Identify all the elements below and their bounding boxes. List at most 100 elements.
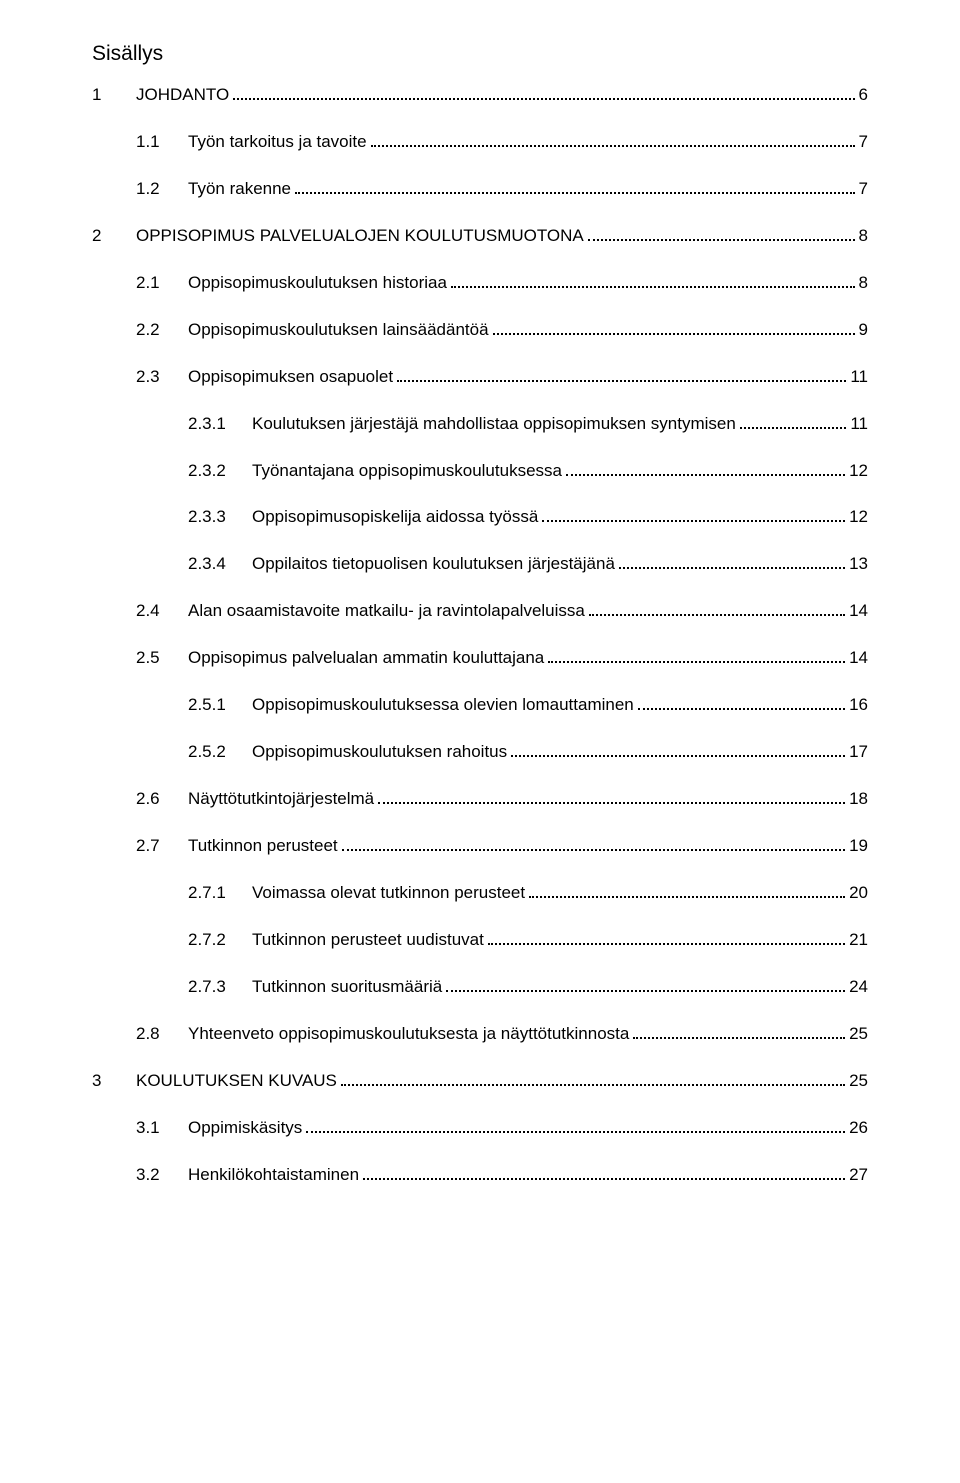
toc-entry: 1.1Työn tarkoitus ja tavoite7 [92, 131, 868, 154]
toc-entry-number: 2.7.3 [188, 976, 252, 999]
toc-entry-text: Tutkinnon suoritusmääriä [252, 976, 442, 999]
toc-entry: 2.3.4Oppilaitos tietopuolisen koulutukse… [92, 553, 868, 576]
toc-entry-number: 2.5 [136, 647, 188, 670]
toc-entry-page: 20 [849, 882, 868, 905]
toc-entry: 2OPPISOPIMUS PALVELUALOJEN KOULUTUSMUOTO… [92, 225, 868, 248]
toc-entry-text: KOULUTUKSEN KUVAUS [136, 1070, 337, 1093]
toc-leader [446, 977, 845, 991]
toc-entry: 3KOULUTUKSEN KUVAUS25 [92, 1070, 868, 1093]
toc-entry: 2.6Näyttötutkintojärjestelmä 18 [92, 788, 868, 811]
toc-entry-text: Henkilökohtaistaminen [188, 1164, 359, 1187]
toc-entry-text: Oppisopimuskoulutuksen rahoitus [252, 741, 507, 764]
toc-entry: 2.5.2Oppisopimuskoulutuksen rahoitus 17 [92, 741, 868, 764]
toc-leader [233, 86, 854, 100]
toc-entry: 2.3.1Koulutuksen järjestäjä mahdollistaa… [92, 413, 868, 436]
toc-leader [542, 508, 845, 522]
toc-entry-page: 26 [849, 1117, 868, 1140]
toc-leader [740, 414, 847, 428]
toc-leader [529, 884, 845, 898]
toc-entry-text: Oppisopimuksen osapuolet [188, 366, 393, 389]
toc-entry-text: Työn rakenne [188, 178, 291, 201]
toc-entry-page: 18 [849, 788, 868, 811]
toc-leader [341, 1071, 845, 1085]
toc-title: Sisällys [92, 42, 868, 66]
toc-entry: 1.2Työn rakenne 7 [92, 178, 868, 201]
toc-entry: 3.1Oppimiskäsitys26 [92, 1117, 868, 1140]
toc-entry-text: Työnantajana oppisopimuskoulutuksessa [252, 460, 562, 483]
toc-entry-text: Oppisopimuskoulutuksen historiaa [188, 272, 447, 295]
toc-entry-text: Tutkinnon perusteet [188, 835, 338, 858]
toc-entry-text: Oppisopimus palvelualan ammatin koulutta… [188, 647, 544, 670]
toc-entry: 2.7.2Tutkinnon perusteet uudistuvat21 [92, 929, 868, 952]
toc-entry-page: 12 [849, 460, 868, 483]
toc-entry: 2.3.2Työnantajana oppisopimuskoulutukses… [92, 460, 868, 483]
toc-leader [589, 602, 845, 616]
toc-entry-page: 8 [859, 225, 868, 248]
toc-entry-number: 2.3.2 [188, 460, 252, 483]
toc-entry: 2.4Alan osaamistavoite matkailu- ja ravi… [92, 600, 868, 623]
toc-leader [588, 226, 855, 240]
toc-leader [397, 367, 846, 381]
toc-leader [566, 461, 845, 475]
toc-entry-page: 7 [859, 178, 868, 201]
toc-entry-page: 25 [849, 1023, 868, 1046]
toc-entry: 2.3.3Oppisopimusopiskelija aidossa työss… [92, 506, 868, 529]
toc-entry: 2.7.3Tutkinnon suoritusmääriä 24 [92, 976, 868, 999]
toc-entry: 1JOHDANTO6 [92, 84, 868, 107]
toc-entry: 2.1Oppisopimuskoulutuksen historiaa 8 [92, 272, 868, 295]
toc-leader [371, 133, 855, 147]
toc-entry-number: 2.3.1 [188, 413, 252, 436]
toc-leader [493, 320, 855, 334]
toc-entry-page: 8 [859, 272, 868, 295]
toc-entry-text: JOHDANTO [136, 84, 229, 107]
toc-entry-text: Oppilaitos tietopuolisen koulutuksen jär… [252, 553, 615, 576]
toc-entry-page: 6 [859, 84, 868, 107]
toc-entry: 2.5Oppisopimus palvelualan ammatin koulu… [92, 647, 868, 670]
toc-entry-number: 2.5.2 [188, 741, 252, 764]
toc-entry-page: 13 [849, 553, 868, 576]
toc-leader [548, 649, 845, 663]
toc-leader [363, 1165, 845, 1179]
toc-entry-number: 3.2 [136, 1164, 188, 1187]
toc-entry-text: Tutkinnon perusteet uudistuvat [252, 929, 484, 952]
toc-entry-page: 7 [859, 131, 868, 154]
toc-entry: 3.2Henkilökohtaistaminen27 [92, 1164, 868, 1187]
toc-leader [342, 837, 845, 851]
toc-entry-number: 2.2 [136, 319, 188, 342]
toc-entry-number: 1.2 [136, 178, 188, 201]
toc-leader [306, 1118, 845, 1132]
toc-leader [633, 1024, 845, 1038]
toc-entry-number: 2.6 [136, 788, 188, 811]
toc-entry-page: 14 [849, 647, 868, 670]
toc-entry-number: 2.7 [136, 835, 188, 858]
toc-entry-number: 2.5.1 [188, 694, 252, 717]
toc-entry: 2.8Yhteenveto oppisopimuskoulutuksesta j… [92, 1023, 868, 1046]
toc-entry: 2.7.1Voimassa olevat tutkinnon perusteet… [92, 882, 868, 905]
toc-entry-number: 2.1 [136, 272, 188, 295]
toc-entry-number: 3 [92, 1070, 136, 1093]
toc-entry-number: 3.1 [136, 1117, 188, 1140]
toc-entry-page: 17 [849, 741, 868, 764]
toc-entry-number: 2 [92, 225, 136, 248]
toc-entry-page: 21 [849, 929, 868, 952]
toc-entry-page: 12 [849, 506, 868, 529]
toc-entry: 2.5.1Oppisopimuskoulutuksessa olevien lo… [92, 694, 868, 717]
toc-entry-text: OPPISOPIMUS PALVELUALOJEN KOULUTUSMUOTON… [136, 225, 584, 248]
toc-entry-number: 2.8 [136, 1023, 188, 1046]
toc-entry-number: 2.3 [136, 366, 188, 389]
toc-leader [511, 743, 845, 757]
toc-entry-page: 16 [849, 694, 868, 717]
toc-entry-page: 24 [849, 976, 868, 999]
toc-leader [638, 696, 845, 710]
toc-entry-number: 2.4 [136, 600, 188, 623]
toc-entry-number: 2.3.4 [188, 553, 252, 576]
toc-leader [619, 555, 845, 569]
toc-entry-page: 11 [850, 413, 868, 436]
toc-entry-text: Oppisopimusopiskelija aidossa työssä [252, 506, 538, 529]
toc-entry-text: Yhteenveto oppisopimuskoulutuksesta ja n… [188, 1023, 629, 1046]
toc-entry-text: Työn tarkoitus ja tavoite [188, 131, 367, 154]
toc-entry-text: Näyttötutkintojärjestelmä [188, 788, 374, 811]
toc-entry: 2.7Tutkinnon perusteet19 [92, 835, 868, 858]
toc-page: Sisällys 1JOHDANTO61.1Työn tarkoitus ja … [0, 0, 960, 1483]
toc-leader [488, 930, 845, 944]
